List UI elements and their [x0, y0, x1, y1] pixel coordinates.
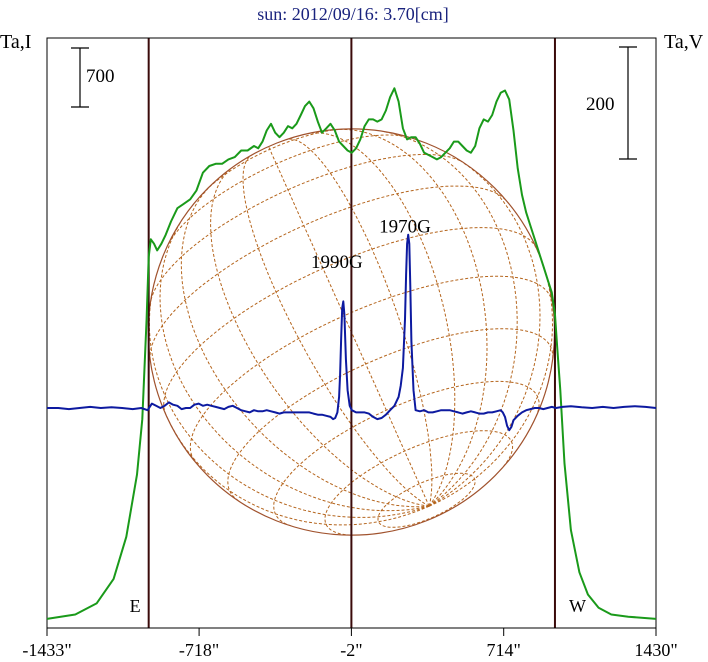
meridian-line: [210, 166, 430, 507]
right-scale-label: 200: [586, 94, 615, 115]
limb-marker-label: W: [569, 596, 586, 616]
parallel-line: [150, 154, 462, 301]
data-series: [46, 87, 657, 620]
parallel-line: [324, 430, 514, 536]
meridian-line: [180, 187, 430, 508]
annotation-label: 1990G: [311, 252, 363, 273]
series-line-i: [46, 87, 657, 620]
parallel-line: [227, 328, 554, 502]
meridian-line: [242, 154, 430, 507]
parallel-line: [167, 134, 409, 245]
meridian-line: [307, 132, 456, 507]
series-line-v: [47, 233, 657, 432]
x-tick-label: 1430": [634, 640, 677, 660]
meridian-line: [428, 249, 554, 507]
x-tick-label: 714": [487, 640, 521, 660]
meridian-line: [148, 290, 430, 518]
scale-bars: 700 200: [71, 46, 637, 160]
annotations: 1990G 1970G: [311, 217, 431, 274]
parallel-line: [149, 185, 507, 361]
right-axis-label: Ta,V: [664, 31, 704, 53]
x-ticks: -1433" -718" -2" 714" 1430": [22, 628, 678, 660]
left-axis-label: Ta,I: [0, 31, 31, 53]
limb-marker-label: E: [130, 596, 141, 616]
parallel-line: [377, 472, 476, 528]
x-tick-label: -2": [340, 640, 362, 660]
disk-gridlines: [148, 128, 554, 536]
meridian-line: [165, 414, 430, 526]
parallel-line: [163, 227, 538, 415]
meridian-line: [286, 138, 433, 507]
meridian-line: [428, 155, 541, 507]
meridian-line: [382, 130, 518, 507]
left-scale-label: 700: [86, 66, 115, 87]
meridian-line: [268, 146, 430, 507]
meridian-line: [339, 128, 488, 507]
x-tick-label: -1433": [22, 640, 71, 660]
parallel-line: [273, 380, 540, 527]
x-tick-label: -718": [179, 640, 219, 660]
annotation-label: 1970G: [379, 217, 431, 238]
meridian-line: [159, 221, 430, 512]
chart-title: sun: 2012/09/16: 3.70[cm]: [257, 4, 449, 24]
parallel-line: [189, 275, 553, 461]
